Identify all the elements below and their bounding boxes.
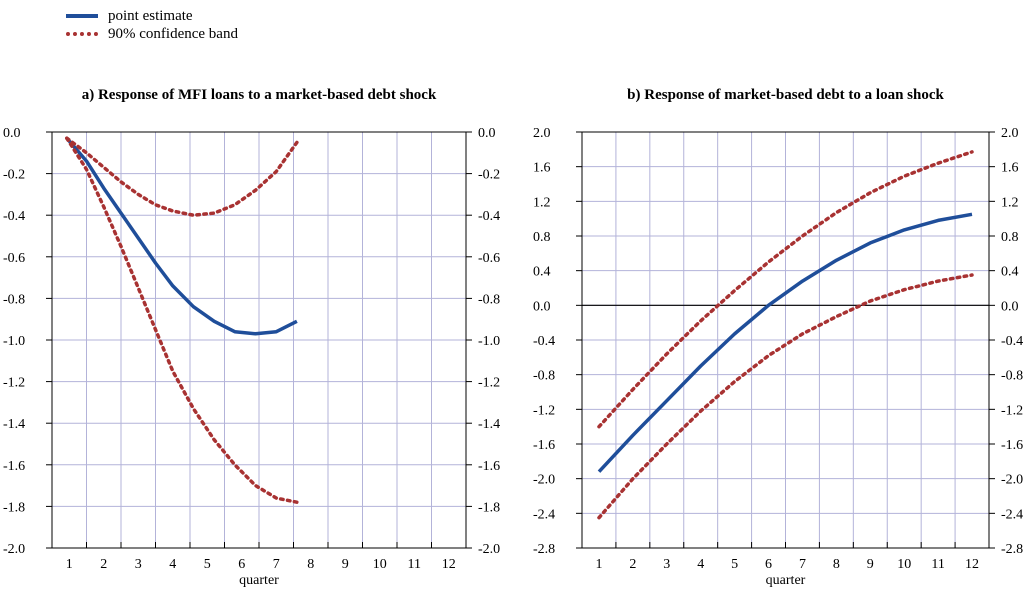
y-tick-label-left: 1.2 [533,195,551,210]
legend-item-point-estimate: point estimate [66,7,193,25]
y-tick-label-left: -0.8 [533,369,555,384]
y-tick-label-left: -1.2 [533,403,555,418]
y-tick-label-left: -2.4 [533,507,555,522]
y-tick-label-right: -1.2 [1001,403,1023,418]
x-tick-label: 3 [663,557,670,572]
y-tick-label-right: -1.6 [1001,438,1023,453]
series-line-confidence-band [597,273,974,520]
y-tick-label-left: 1.6 [533,161,551,176]
y-tick-label-right: -0.8 [1001,369,1023,384]
y-tick-label-left: 2.0 [533,126,551,141]
series-line-confidence-band [65,136,299,217]
x-tick-label: 8 [307,557,314,572]
x-tick-label: 11 [931,557,944,572]
x-tick-label: 2 [100,557,107,572]
x-tick-label: 12 [965,557,979,572]
x-tick-label: 3 [135,557,142,572]
x-tick-label: 6 [765,557,772,572]
x-axis-label: quarter [766,573,806,588]
y-tick-label-left: 0.8 [533,230,551,245]
chart-title: b) Response of market-based debt to a lo… [627,87,944,103]
y-tick-label-right: -2.0 [478,542,500,557]
x-tick-label: 10 [373,557,387,572]
x-tick-label: 2 [629,557,636,572]
y-tick-label-left: -2.0 [533,473,555,488]
y-tick-label-right: 1.2 [1001,195,1019,210]
y-tick-label-right: -0.6 [478,251,500,266]
y-tick-label-left: 0.4 [533,265,551,280]
x-tick-label: 1 [595,557,602,572]
x-tick-label: 9 [867,557,874,572]
y-tick-label-right: -0.4 [478,209,500,224]
y-tick-label-right: -0.2 [478,168,500,183]
y-tick-label-right: -1.6 [478,459,500,474]
y-tick-label-left: -0.2 [3,168,25,183]
y-tick-label-left: -1.0 [3,334,25,349]
x-tick-label: 6 [238,557,245,572]
y-tick-label-left: -0.6 [3,251,25,266]
x-tick-label: 9 [342,557,349,572]
x-tick-label: 12 [442,557,456,572]
y-tick-label-left: -0.4 [3,209,25,224]
y-tick-label-right: 0.8 [1001,230,1019,245]
y-tick-label-right: -1.8 [478,500,500,515]
y-tick-label-right: 2.0 [1001,126,1019,141]
series-line-confidence-band [597,150,974,429]
panel-b: b) Response of market-based debt to a lo… [533,87,1023,588]
legend-swatch-solid [66,14,98,18]
x-tick-label: 5 [731,557,738,572]
y-tick-label-right: -2.0 [1001,473,1023,488]
y-tick-label-right: -1.0 [478,334,500,349]
y-tick-label-right: 0.0 [1001,299,1019,314]
chart-title: a) Response of MFI loans to a market-bas… [82,87,437,103]
x-tick-label: 10 [897,557,911,572]
x-tick-label: 7 [273,557,280,572]
y-tick-label-left: -1.4 [3,417,25,432]
y-tick-label-right: -0.4 [1001,334,1023,349]
x-tick-label: 11 [408,557,421,572]
y-tick-label-left: 0.0 [533,299,551,314]
y-tick-label-left: -1.8 [3,500,25,515]
legend-label-point-estimate: point estimate [108,7,193,24]
series-line-point-estimate [65,137,298,336]
y-tick-label-right: -2.8 [1001,542,1023,557]
y-tick-label-left: -1.6 [3,459,25,474]
x-axis-label: quarter [239,573,279,588]
series-line-point-estimate [597,212,973,473]
legend-label-confidence-band: 90% confidence band [108,25,238,42]
series-line-confidence-band [65,136,299,504]
y-tick-label-left: -2.8 [533,542,555,557]
legend: point estimate 90% confidence band [0,0,400,60]
y-tick-label-left: -0.8 [3,292,25,307]
x-tick-label: 8 [833,557,840,572]
y-tick-label-right: -1.4 [478,417,500,432]
x-tick-label: 7 [799,557,806,572]
y-tick-label-right: -0.8 [478,292,500,307]
y-tick-label-left: -2.0 [3,542,25,557]
x-tick-label: 5 [204,557,211,572]
y-tick-label-left: -1.2 [3,376,25,391]
x-tick-label: 4 [697,557,704,572]
x-tick-label: 1 [66,557,73,572]
x-tick-label: 4 [169,557,176,572]
y-tick-label-left: -0.4 [533,334,555,349]
y-tick-label-right: 0.4 [1001,265,1019,280]
panel-a: a) Response of MFI loans to a market-bas… [3,87,500,588]
y-tick-label-right: 1.6 [1001,161,1019,176]
y-tick-label-right: -1.2 [478,376,500,391]
y-tick-label-left: -1.6 [533,438,555,453]
y-tick-label-right: -2.4 [1001,507,1023,522]
legend-item-confidence-band: 90% confidence band [66,25,238,43]
y-tick-label-right: 0.0 [478,126,496,141]
legend-swatch-dotted [66,32,98,36]
y-tick-label-left: 0.0 [3,126,21,141]
